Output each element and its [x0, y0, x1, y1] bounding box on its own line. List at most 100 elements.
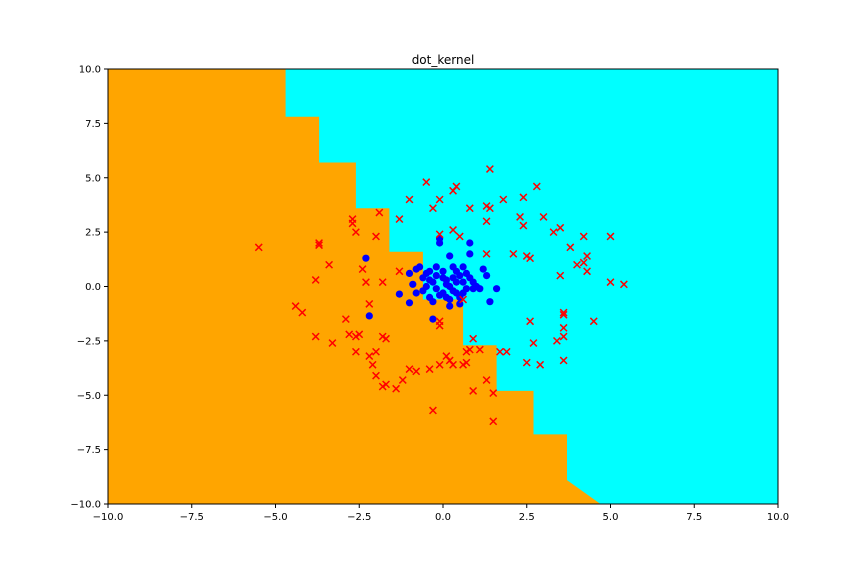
- data-point-x: [566, 243, 575, 252]
- data-point-circle: [432, 272, 440, 280]
- data-point-x: [532, 182, 541, 191]
- data-point-circle: [432, 285, 440, 293]
- data-point-x: [422, 178, 431, 187]
- data-point-x: [291, 302, 300, 311]
- data-point-circle: [409, 280, 417, 288]
- data-point-x: [475, 345, 484, 354]
- data-point-circle: [439, 267, 447, 275]
- data-point-x: [526, 254, 535, 263]
- data-point-circle: [483, 272, 491, 280]
- data-point-x: [311, 276, 320, 284]
- data-point-x: [392, 384, 401, 393]
- data-point-x: [536, 360, 545, 369]
- data-point-circle: [446, 302, 454, 310]
- data-point-x: [325, 260, 334, 269]
- x-tick-label: 7.5: [686, 512, 702, 523]
- data-point-x: [429, 204, 437, 213]
- data-point-x: [589, 317, 598, 326]
- data-point-x: [516, 212, 524, 221]
- data-point-circle: [462, 285, 470, 293]
- data-point-x: [579, 258, 588, 267]
- data-point-x: [412, 367, 421, 376]
- data-point-circle: [462, 269, 470, 277]
- data-point-x: [559, 332, 568, 341]
- data-point-x: [482, 217, 491, 226]
- data-point-x: [465, 345, 474, 354]
- data-point-circle: [422, 269, 430, 277]
- data-point-x: [435, 195, 444, 204]
- data-point-circle: [429, 278, 437, 286]
- data-point-x: [469, 334, 478, 343]
- data-point-circle: [416, 263, 424, 271]
- data-point-x: [606, 232, 615, 241]
- data-point-circle: [479, 265, 487, 273]
- data-point-x: [395, 215, 404, 224]
- data-point-x: [482, 376, 491, 384]
- data-point-circle: [466, 250, 474, 258]
- data-point-circle: [395, 290, 403, 298]
- data-point-x: [552, 336, 561, 345]
- data-point-circle: [476, 285, 484, 293]
- data-point-x: [619, 280, 628, 289]
- data-point-x: [485, 165, 494, 173]
- data-point-x: [526, 317, 535, 326]
- data-point-x: [395, 267, 404, 276]
- data-point-x: [559, 308, 568, 317]
- y-tick-label: 2.5: [85, 228, 101, 239]
- data-point-circle: [436, 291, 444, 299]
- data-point-x: [355, 330, 364, 339]
- data-point-x: [549, 228, 558, 237]
- data-point-circle: [469, 285, 477, 293]
- data-point-x: [519, 221, 528, 230]
- data-point-x: [365, 299, 374, 308]
- data-point-circle: [446, 295, 454, 304]
- x-tick-label: −7.5: [180, 512, 204, 523]
- data-point-x: [405, 365, 414, 374]
- data-point-x: [519, 193, 528, 202]
- axes: −10.0 −7.5 −5.0 −2.5 0.0 2.5 5.0 7.5 10.0 −10.0 −7…: [70, 65, 789, 524]
- data-point-circle: [436, 239, 444, 247]
- y-tick-label: −5.0: [77, 391, 101, 402]
- data-point-circle: [362, 254, 370, 262]
- data-point-x: [489, 417, 498, 426]
- data-point-x: [556, 271, 565, 280]
- data-point-x: [559, 310, 568, 319]
- data-point-circle: [459, 278, 467, 286]
- data-point-x: [499, 195, 508, 204]
- data-point-x: [496, 347, 504, 356]
- data-point-x: [382, 334, 390, 343]
- data-point-circle: [412, 289, 420, 297]
- x-tick-label: −5.0: [263, 512, 287, 523]
- data-point-x: [583, 267, 591, 276]
- data-point-circle: [446, 252, 454, 260]
- x-tick-label: −10.0: [93, 512, 124, 523]
- data-point-x: [368, 360, 377, 369]
- x-tick-label: 2.5: [519, 512, 535, 523]
- data-point-x: [449, 360, 457, 369]
- data-point-x: [583, 252, 591, 260]
- data-point-x: [351, 347, 360, 356]
- data-point-x: [429, 406, 437, 415]
- data-point-x: [469, 386, 478, 395]
- data-point-x: [425, 365, 434, 374]
- data-point-x: [509, 249, 518, 258]
- data-point-x: [465, 204, 474, 213]
- data-point-circle: [449, 287, 457, 295]
- data-point-x: [489, 389, 498, 398]
- data-point-x: [365, 352, 374, 361]
- data-point-x: [573, 260, 581, 269]
- data-point-x: [435, 317, 444, 326]
- data-point-x: [459, 295, 468, 304]
- data-point-x: [358, 265, 367, 274]
- data-point-x: [378, 278, 387, 287]
- data-point-x: [372, 232, 380, 241]
- data-point-x: [398, 376, 407, 384]
- data-point-circle: [486, 298, 494, 306]
- data-point-x: [482, 249, 491, 258]
- data-point-circle: [456, 293, 464, 301]
- region-lower-left: [108, 69, 601, 504]
- data-point-x: [449, 186, 457, 195]
- data-point-x: [606, 278, 615, 287]
- data-point-x: [378, 382, 387, 391]
